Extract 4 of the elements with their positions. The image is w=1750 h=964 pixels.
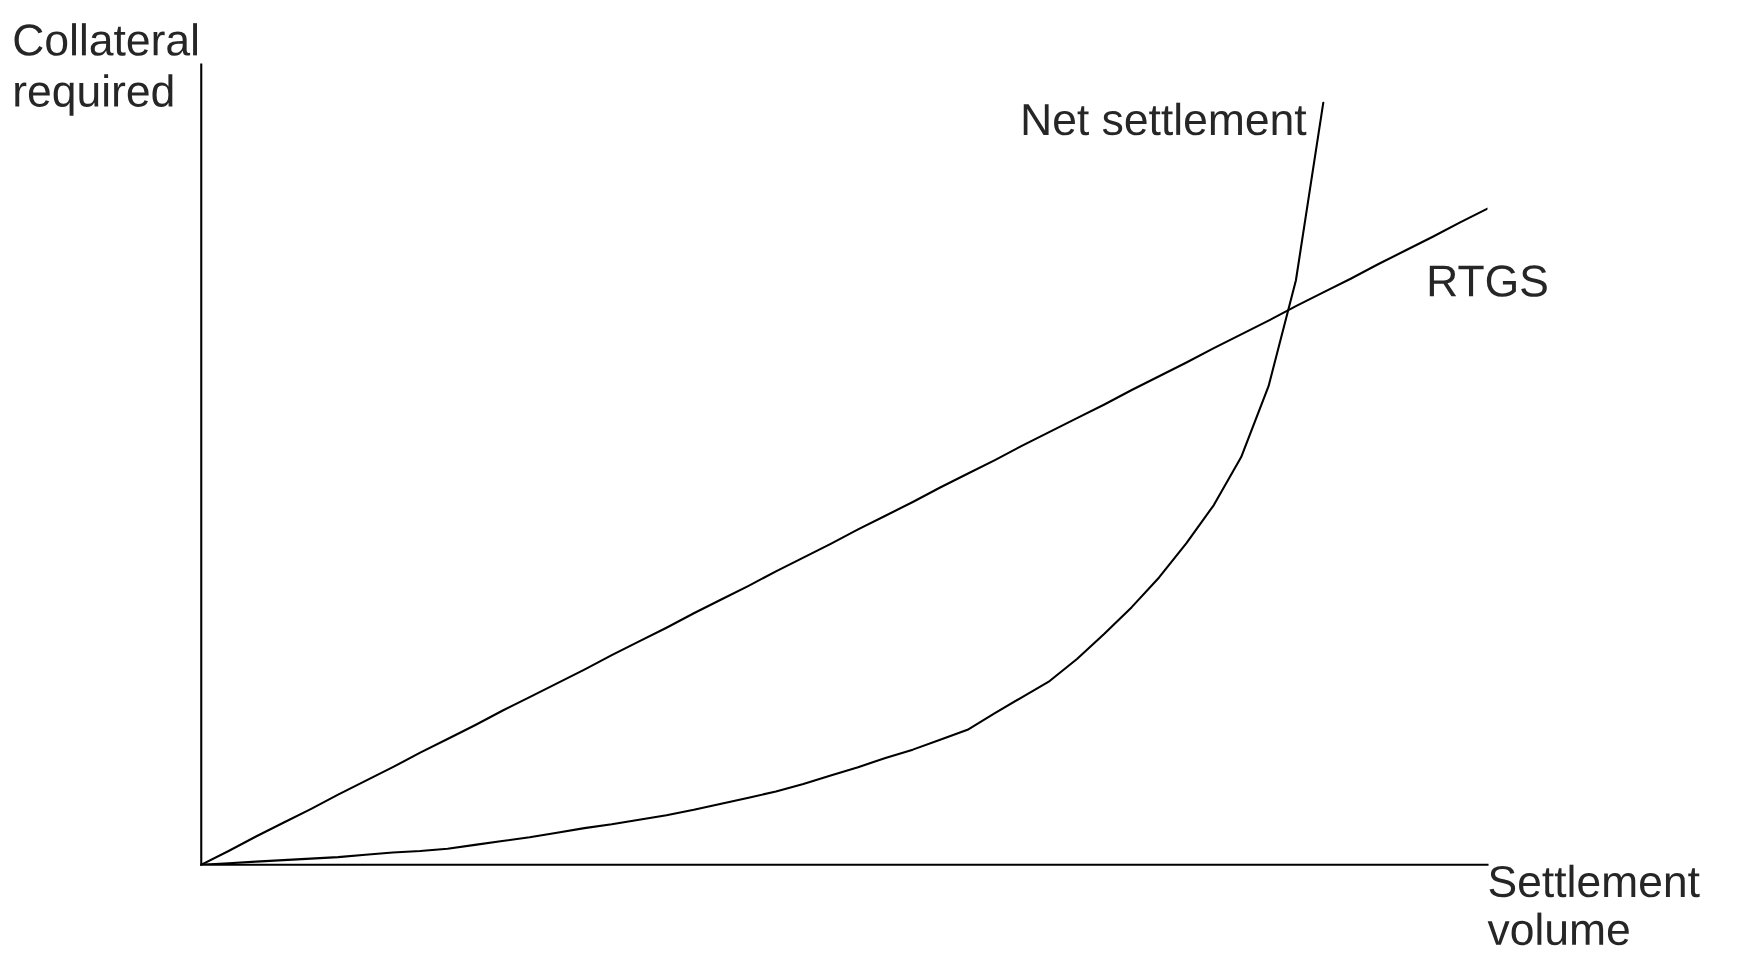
- x-axis-title: Settlement volume: [1487, 864, 1700, 946]
- y-axis-title: Collateral required: [14, 23, 198, 116]
- series-label: RTGS: [1429, 265, 1547, 297]
- series-label: Net settlement: [1023, 102, 1307, 136]
